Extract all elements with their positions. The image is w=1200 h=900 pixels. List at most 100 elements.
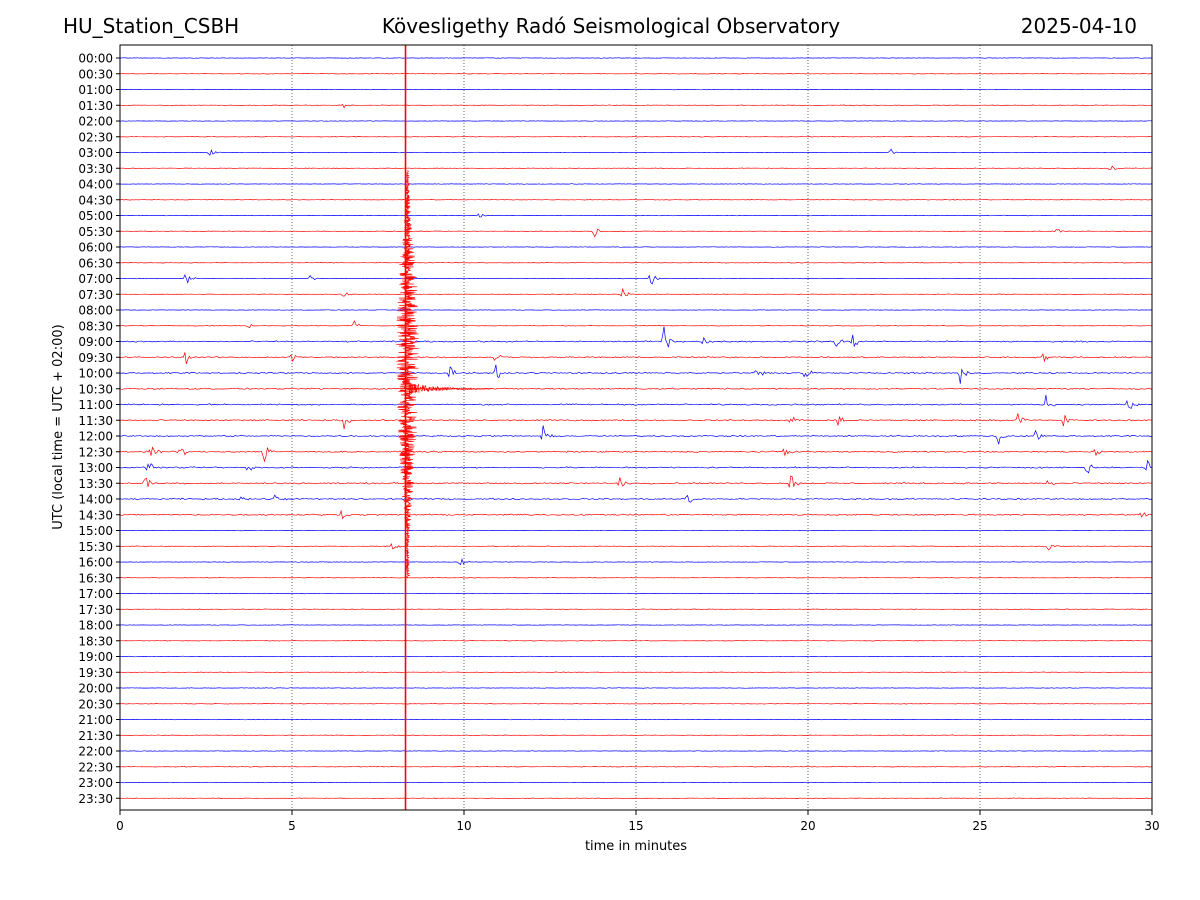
trace-1400 [119,494,1153,503]
trace-1830 [120,640,1153,642]
y-tick-label: 22:00 [78,745,113,759]
trace-0700 [120,274,1153,285]
trace-2100 [119,718,1153,721]
trace-1930 [119,671,1153,673]
y-tick-label: 20:00 [78,682,113,696]
trace-0000 [119,57,1153,59]
trace-1130 [119,413,1153,430]
y-tick-label: 09:00 [78,335,113,349]
trace-0630 [120,262,1153,264]
trace-0200 [119,120,1153,122]
record-date: 2025-04-10 [1020,14,1137,38]
station-name: HU_Station_CSBH [63,14,240,38]
y-tick-label: 08:30 [78,319,113,333]
trace-1100 [119,394,1153,409]
x-tick-label: 5 [288,819,296,833]
x-axis: 0 5 10 15 20 25 30 [116,810,1160,833]
y-tick-label: 20:30 [78,697,113,711]
y-tick-label: 21:00 [78,713,113,727]
x-tick-label: 25 [972,819,987,833]
strong-motion-waveform [396,170,420,578]
y-tick-label: 06:30 [78,256,113,270]
y-tick-label: 07:00 [78,272,113,286]
y-tick-label: 05:30 [78,225,113,239]
y-tick-label: 16:30 [78,571,113,585]
trace-0600 [119,246,1153,248]
trace-2000 [119,687,1153,689]
y-tick-label: 07:30 [78,288,113,302]
trace-1900 [119,655,1153,658]
trace-0530 [119,228,1153,238]
y-tick-label: 15:00 [78,524,113,538]
y-tick-label: 19:30 [78,666,113,680]
trace-2300 [119,781,1153,784]
y-tick-label: 16:00 [78,556,113,570]
y-tick-label: 11:30 [78,414,113,428]
trace-1230 [119,446,1153,463]
y-axis-label: UTC (local time = UTC + 02:00) [51,324,66,529]
y-tick-label: 00:30 [78,67,113,81]
trace-1530 [119,543,1153,551]
y-tick-label: 12:00 [78,430,113,444]
y-tick-label: 01:30 [78,99,113,113]
x-tick-label: 15 [628,819,643,833]
trace-2230 [120,766,1153,768]
trace-0100 [120,88,1153,91]
trace-1300 [120,459,1153,474]
y-tick-label: 19:00 [78,650,113,664]
y-tick-label: 13:00 [78,461,113,475]
trace-1330 [119,475,1153,488]
trace-1030 [119,387,1153,391]
y-tick-label: 22:30 [78,760,113,774]
trace-1630 [119,577,1153,579]
y-tick-label: 06:00 [78,241,113,255]
trace-0500 [119,213,1152,218]
trace-0800 [119,309,1153,311]
trace-1000 [120,364,1153,384]
y-tick-label: 02:30 [78,130,113,144]
trace-0830 [119,320,1152,329]
trace-1600 [119,557,1153,566]
y-tick-label: 18:30 [78,634,113,648]
y-tick-label: 21:30 [78,729,113,743]
y-tick-label: 03:00 [78,146,113,160]
y-tick-label: 03:30 [78,162,113,176]
trace-0300 [119,148,1153,156]
x-tick-label: 30 [1144,819,1159,833]
y-tick-label: 02:00 [78,115,113,129]
y-tick-label: 04:00 [78,178,113,192]
trace-2200 [120,750,1153,752]
x-tick-label: 10 [456,819,471,833]
y-tick-label: 23:30 [78,792,113,806]
trace-2030 [119,703,1153,705]
y-tick-label: 11:00 [78,398,113,412]
trace-2130 [119,734,1153,736]
x-tick-label: 0 [116,819,124,833]
y-tick-label: 18:00 [78,619,113,633]
y-tick-label: 04:30 [78,193,113,207]
trace-0030 [119,73,1153,75]
y-tick-label: 17:00 [78,587,113,601]
y-tick-label: 09:30 [78,351,113,365]
traces-layer [119,57,1153,799]
y-tick-label: 13:30 [78,477,113,491]
trace-0330 [120,165,1153,171]
x-axis-label: time in minutes [585,839,687,854]
y-tick-label: 14:00 [78,493,113,507]
coda-waveform [408,383,492,395]
trace-2330 [119,797,1153,799]
trace-1430 [119,509,1153,520]
trace-1730 [119,608,1153,610]
y-tick-label: 12:30 [78,445,113,459]
trace-0430 [119,199,1153,201]
y-tick-label: 00:00 [78,52,113,66]
observatory-title: Kövesligethy Radó Seismological Observat… [381,14,841,38]
x-tick-label: 20 [800,819,815,833]
y-tick-label: 17:30 [78,603,113,617]
y-tick-label: 05:00 [78,209,113,223]
y-tick-label: 10:30 [78,382,113,396]
trace-0930 [119,352,1153,365]
y-tick-label: 10:00 [78,367,113,381]
